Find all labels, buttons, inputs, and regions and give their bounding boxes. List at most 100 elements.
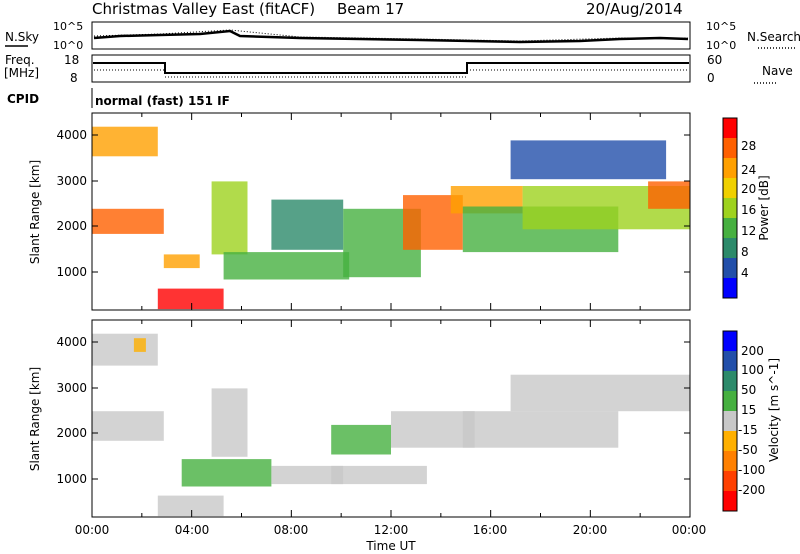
nsky-label: N.Sky — [5, 30, 39, 44]
power-colorbar-swatch-3 — [723, 218, 737, 238]
power-y-tick-2000: 2000 — [56, 219, 87, 233]
velocity-cb-tick-100: 100 — [741, 363, 764, 377]
freq-tick-top: 18 — [64, 53, 79, 67]
velocity-cb-tick-minus15: -15 — [738, 423, 758, 437]
velocity-region-0 — [92, 411, 164, 441]
power-colorbar-swatch-1 — [723, 258, 737, 278]
nave-trace — [94, 69, 689, 78]
power-cb-tick-4: 4 — [741, 266, 749, 280]
velocity-cb-tick-minus100: -100 — [738, 463, 765, 477]
power-y-tick-3000: 3000 — [56, 174, 87, 188]
freq-label: Freq. — [5, 53, 35, 67]
power-colorbar-swatch-5 — [723, 178, 737, 198]
velocity-colorbar-swatches — [723, 331, 737, 511]
velocity-region-6 — [271, 465, 344, 485]
power-cb-tick-28: 28 — [741, 139, 756, 153]
power-panel: 1000 2000 3000 4000 Slant Range [km] — [28, 112, 691, 311]
power-region-0 — [92, 208, 164, 234]
velocity-y-tick-1000: 1000 — [56, 472, 87, 486]
velocity-panel: 1000 2000 3000 4000 Slant Range [km] — [28, 319, 691, 518]
power-region-4 — [211, 181, 248, 255]
nsearch-label: N.Search — [747, 30, 800, 44]
time-axis-ticks — [91, 113, 691, 517]
velocity-cb-tick-200: 200 — [741, 344, 764, 358]
power-region-1 — [92, 126, 158, 157]
power-region-3 — [163, 254, 200, 269]
velocity-colorbar: 200 100 50 15 -15 -50 -100 -200 Velocity… — [722, 330, 781, 512]
velocity-y-ticks: 1000 2000 3000 4000 — [56, 335, 690, 486]
velocity-colorbar-swatch-4 — [723, 411, 737, 431]
velocity-region-3 — [157, 495, 224, 517]
velocity-region-7 — [331, 424, 391, 455]
velocity-cb-tick-50: 50 — [741, 383, 756, 397]
power-colorbar-swatch-6 — [723, 158, 737, 178]
freq-trace — [93, 62, 689, 74]
power-colorbar-swatch-8 — [723, 118, 737, 138]
x-tick-1600: 16:00 — [473, 523, 508, 537]
velocity-region-10 — [462, 411, 619, 448]
beam-label: Beam 17 — [337, 0, 404, 18]
power-region-5 — [223, 252, 350, 280]
velocity-region-5 — [211, 388, 248, 457]
power-colorbar-swatch-2 — [723, 238, 737, 258]
power-colorbar-swatches — [723, 118, 737, 298]
power-region-6 — [271, 199, 344, 250]
power-colorbar-label: Power [dB] — [757, 175, 771, 240]
velocity-colorbar-swatch-8 — [723, 331, 737, 351]
velocity-colorbar-swatch-2 — [723, 451, 737, 471]
nave-tick-top: 60 — [707, 53, 722, 67]
x-tick-1200: 12:00 — [374, 523, 409, 537]
power-region-13 — [510, 140, 667, 180]
freq-tick-bottom: 8 — [70, 71, 78, 85]
nsky-tick-top: 10^5 — [53, 20, 83, 33]
velocity-cb-tick-minus200: -200 — [738, 483, 765, 497]
power-region-2 — [157, 288, 224, 310]
cpid-label: CPID — [7, 92, 39, 106]
nsky-tick-bottom: 10^0 — [53, 39, 83, 52]
x-tick-0000: 00:00 — [75, 523, 110, 537]
velocity-colorbar-swatch-5 — [723, 391, 737, 411]
radar-title: Christmas Valley East (fitACF) — [92, 0, 315, 18]
velocity-heatmap — [92, 333, 690, 517]
nave-tick-bottom: 0 — [707, 71, 715, 85]
power-y-axis-label: Slant Range [km] — [28, 160, 42, 264]
nsearch-tick-bottom: 10^0 — [706, 39, 736, 52]
power-cb-tick-8: 8 — [741, 245, 749, 259]
x-tick-0400: 04:00 — [175, 523, 210, 537]
freq-strip: Freq. [MHz] 18 8 60 0 Nave — [4, 53, 793, 85]
cpid-value: normal (fast) 151 IF — [95, 94, 230, 108]
velocity-cb-tick-15: 15 — [741, 403, 756, 417]
velocity-region-1 — [92, 333, 158, 366]
power-y-tick-1000: 1000 — [56, 265, 87, 279]
power-colorbar-swatch-4 — [723, 198, 737, 218]
power-cb-tick-12: 12 — [741, 224, 756, 238]
x-tick-0800: 08:00 — [274, 523, 309, 537]
velocity-region-11 — [510, 374, 690, 412]
velocity-colorbar-swatch-1 — [723, 471, 737, 491]
power-colorbar-swatch-0 — [723, 278, 737, 298]
power-colorbar-swatch-7 — [723, 138, 737, 158]
power-region-12 — [648, 181, 690, 209]
velocity-y-tick-2000: 2000 — [56, 426, 87, 440]
velocity-region-2 — [133, 338, 146, 352]
power-heatmap — [92, 126, 690, 310]
power-cb-tick-16: 16 — [741, 203, 756, 217]
freq-unit: [MHz] — [4, 66, 39, 80]
velocity-y-axis-label: Slant Range [km] — [28, 367, 42, 471]
time-axis: 00:00 04:00 08:00 12:00 16:00 20:00 00:0… — [75, 113, 707, 553]
nave-label: Nave — [762, 64, 793, 78]
velocity-y-tick-4000: 4000 — [56, 335, 87, 349]
velocity-cb-tick-minus50: -50 — [738, 443, 758, 457]
x-axis-label: Time UT — [365, 539, 416, 553]
nsky-strip: N.Sky 10^5 10^0 N.Search 10^5 10^0 — [5, 20, 800, 52]
velocity-colorbar-swatch-0 — [723, 491, 737, 511]
velocity-colorbar-swatch-3 — [723, 431, 737, 451]
power-y-tick-4000: 4000 — [56, 128, 87, 142]
velocity-colorbar-swatch-6 — [723, 371, 737, 391]
power-colorbar: 28 24 20 16 12 8 4 Power [dB] — [722, 117, 771, 299]
x-tick-2400: 00:00 — [672, 523, 707, 537]
x-tick-2000: 20:00 — [573, 523, 608, 537]
power-cb-tick-20: 20 — [741, 182, 756, 196]
power-cb-tick-24: 24 — [741, 163, 756, 177]
